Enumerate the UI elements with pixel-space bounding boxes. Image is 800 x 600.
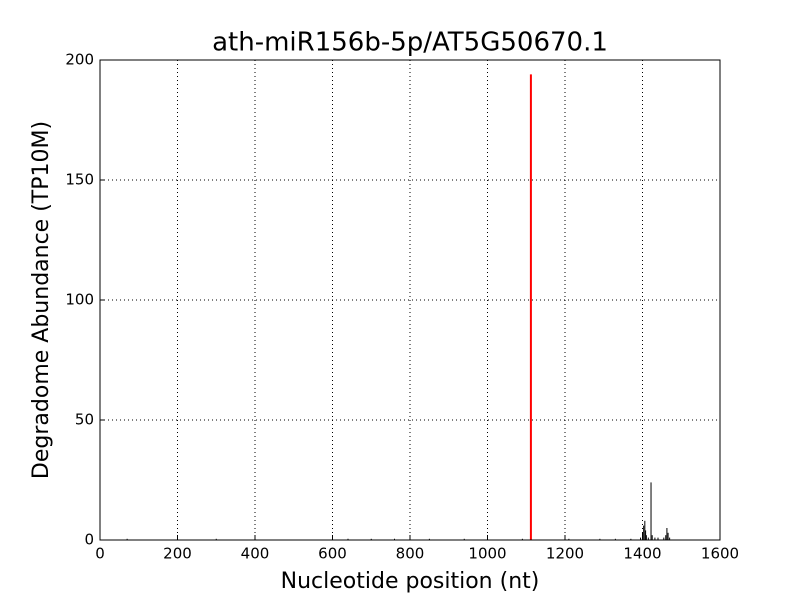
x-axis-label: Nucleotide position (nt) [281,569,540,594]
plot-frame [99,59,721,541]
y-tick-label: 0 [84,531,94,549]
x-tick-label: 1200 [546,545,584,563]
y-tick-label: 50 [75,411,94,429]
x-tick-label: 1000 [468,545,506,563]
y-tick-label: 200 [65,51,94,69]
x-tick-label: 1400 [623,545,661,563]
x-tick-label: 0 [95,545,105,563]
x-tick-label: 200 [163,545,192,563]
x-tick-label: 800 [396,545,425,563]
y-tick-label: 150 [65,171,94,189]
chart-title: ath-miR156b-5p/AT5G50670.1 [212,28,608,58]
x-tick-label: 1600 [701,545,739,563]
y-axis-label: Degradome Abundance (TP10M) [29,121,54,479]
x-tick-label: 400 [241,545,270,563]
y-tick-label: 100 [65,291,94,309]
x-tick-label: 600 [318,545,347,563]
plot-area: 0 200 400 600 800 1000 1200 1400 1600 0 50 100 150 20… [65,51,739,563]
